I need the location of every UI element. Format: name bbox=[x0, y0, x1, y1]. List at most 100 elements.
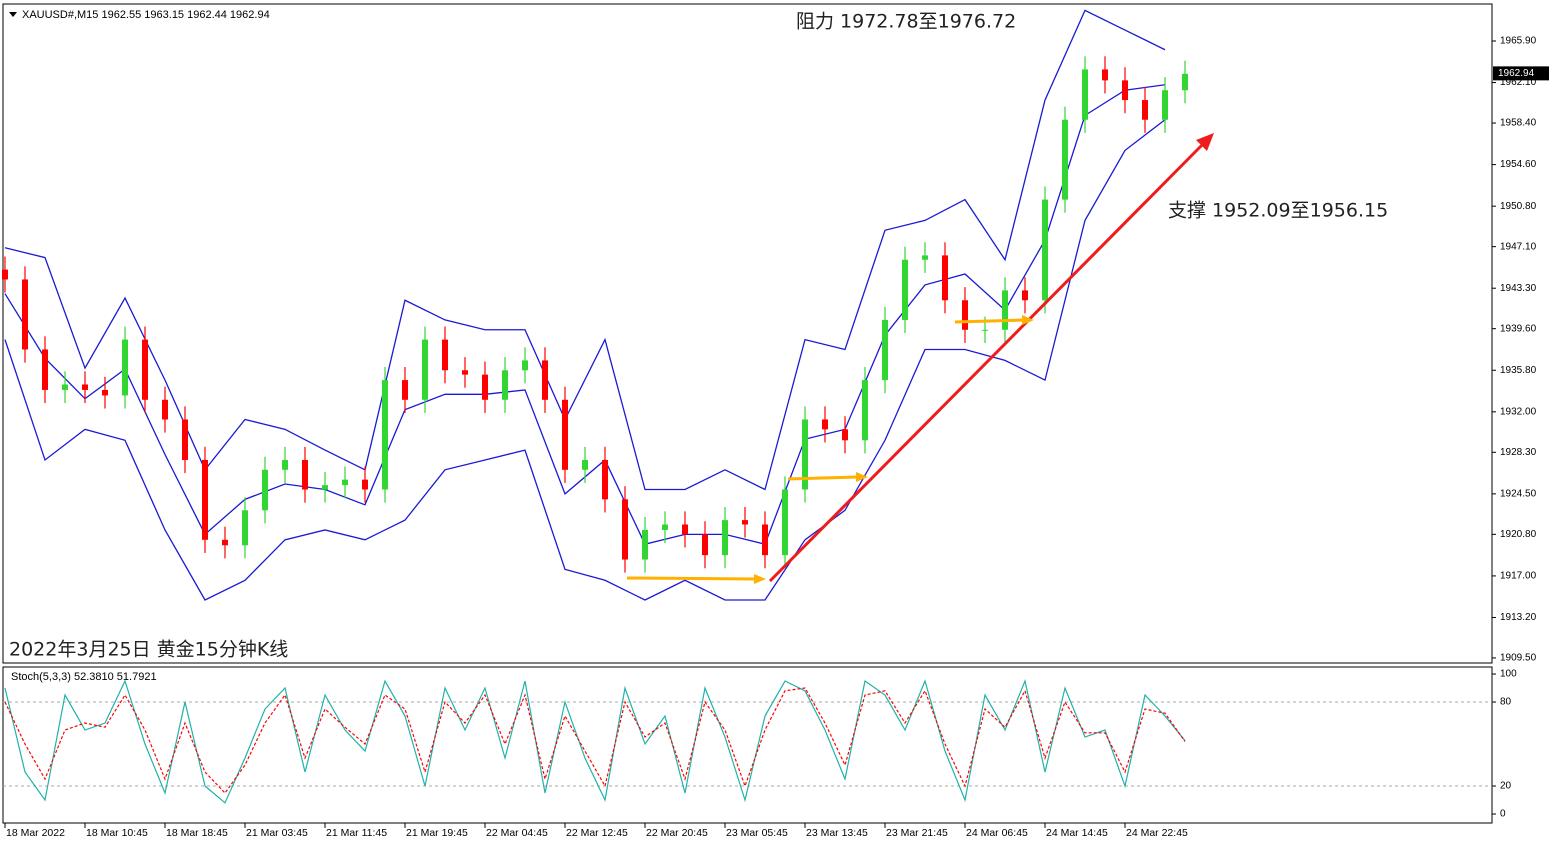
candle-body bbox=[1082, 69, 1088, 120]
candle-body bbox=[962, 300, 968, 330]
candle-body bbox=[342, 479, 348, 486]
candle-body bbox=[842, 429, 848, 441]
level-arrow bbox=[626, 576, 757, 581]
candle-body bbox=[382, 380, 388, 490]
candle-body bbox=[1142, 100, 1148, 120]
stoch-frame bbox=[2, 666, 1493, 824]
x-tick-label: 23 Mar 05:45 bbox=[726, 827, 788, 839]
candle-body bbox=[762, 524, 768, 556]
candle-body bbox=[982, 329, 988, 331]
y-tick-label: 100 bbox=[1500, 669, 1517, 680]
y-tick-label: 1954.60 bbox=[1500, 159, 1537, 170]
candle-body bbox=[1002, 290, 1008, 330]
candle-body bbox=[1182, 73, 1188, 91]
y-tick-label: 1965.90 bbox=[1500, 36, 1537, 47]
candle-body bbox=[782, 489, 788, 556]
candle-body bbox=[1022, 290, 1028, 301]
symbol-header: XAUUSD#,M15 1962.55 1963.15 1962.44 1962… bbox=[22, 9, 270, 21]
candle-body bbox=[262, 469, 268, 511]
x-tick-label: 22 Mar 12:45 bbox=[566, 827, 628, 839]
y-tick-label: 1950.80 bbox=[1500, 201, 1537, 212]
candle-body bbox=[122, 339, 128, 396]
last-price-label: 1962.94 bbox=[1498, 68, 1535, 79]
stoch-line bbox=[4, 679, 1186, 804]
y-tick-label: 1932.00 bbox=[1500, 406, 1537, 417]
main-frame bbox=[2, 3, 1493, 664]
x-tick-label: 24 Mar 14:45 bbox=[1046, 827, 1108, 839]
candle-body bbox=[702, 534, 708, 556]
x-tick-label: 22 Mar 04:45 bbox=[486, 827, 548, 839]
x-tick-label: 24 Mar 22:45 bbox=[1126, 827, 1188, 839]
candle-body bbox=[2, 269, 8, 280]
candle-body bbox=[1122, 80, 1128, 101]
trend-arrow-head bbox=[1196, 133, 1214, 151]
candle-body bbox=[422, 339, 428, 400]
x-tick-label: 21 Mar 11:45 bbox=[326, 827, 387, 839]
candle-body bbox=[462, 370, 468, 375]
candle-body bbox=[902, 259, 908, 320]
y-tick-label: 20 bbox=[1500, 781, 1512, 792]
band-line bbox=[4, 119, 1166, 601]
level-arrow bbox=[954, 318, 1025, 324]
resistance-note: 阻力 1972.78至1976.72 bbox=[796, 11, 1016, 33]
candle-body bbox=[582, 459, 588, 470]
candle-body bbox=[662, 524, 668, 530]
support-note: 支撑 1952.09至1956.15 bbox=[1168, 200, 1388, 222]
candle-body bbox=[622, 499, 628, 560]
candle-body bbox=[222, 539, 228, 546]
candle-body bbox=[1162, 90, 1168, 120]
candle-body bbox=[402, 380, 408, 400]
candle-body bbox=[682, 524, 688, 535]
candle-body bbox=[362, 479, 368, 490]
x-tick-label: 21 Mar 03:45 bbox=[246, 827, 308, 839]
last-price-box bbox=[1493, 66, 1549, 81]
y-tick-label: 0 bbox=[1500, 809, 1506, 820]
candle-body bbox=[822, 419, 828, 430]
y-tick-label: 1962.10 bbox=[1500, 77, 1537, 88]
arrows bbox=[626, 133, 1214, 584]
candle-body bbox=[162, 399, 168, 420]
trend-arrow bbox=[768, 140, 1207, 583]
candle-body bbox=[502, 370, 508, 400]
candle-body bbox=[802, 419, 808, 490]
x-tick-label: 21 Mar 19:45 bbox=[406, 827, 468, 839]
y-tick-label: 1917.00 bbox=[1500, 571, 1537, 582]
y-tick-label: 1928.30 bbox=[1500, 447, 1537, 458]
candle-body bbox=[82, 384, 88, 390]
menu-triangle bbox=[9, 12, 17, 17]
candle-body bbox=[562, 399, 568, 470]
candle-body bbox=[182, 419, 188, 460]
x-tick-label: 23 Mar 21:45 bbox=[886, 827, 948, 839]
y-tick-label: 1935.80 bbox=[1500, 365, 1537, 376]
marks: 1909.50 1913.20 1917.00 1920.80 1924.50 1928.… bbox=[2, 9, 1549, 839]
y-tick-label: 1943.30 bbox=[1500, 283, 1537, 294]
band-line bbox=[4, 9, 1166, 491]
y-tick-label: 80 bbox=[1500, 697, 1512, 708]
candle-body bbox=[922, 255, 928, 260]
candle-body bbox=[602, 459, 608, 500]
candle-body bbox=[942, 255, 948, 301]
level-arrow-head bbox=[754, 574, 766, 584]
x-tick-label: 24 Mar 06:45 bbox=[966, 827, 1028, 839]
candle-body bbox=[862, 380, 868, 441]
x-tick-label: 22 Mar 20:45 bbox=[646, 827, 708, 839]
candle-body bbox=[542, 360, 548, 400]
y-tick-label: 1913.20 bbox=[1500, 612, 1537, 623]
y-tick-label: 1958.40 bbox=[1500, 118, 1537, 129]
y-tick-label: 1939.60 bbox=[1500, 323, 1537, 334]
level-arrow-head bbox=[1022, 315, 1034, 325]
candle-body bbox=[442, 339, 448, 371]
candle-body bbox=[22, 279, 28, 350]
candle-body bbox=[42, 349, 48, 390]
level-arrow-head bbox=[856, 472, 868, 482]
candle-body bbox=[722, 520, 728, 556]
candle-body bbox=[1042, 199, 1048, 301]
chart-caption: 2022年3月25日 黄金15分钟K线 bbox=[9, 639, 288, 661]
candle-body bbox=[522, 360, 528, 371]
y-tick-label: 1909.50 bbox=[1500, 653, 1537, 664]
stoch-line bbox=[4, 687, 1186, 794]
x-tick-label: 18 Mar 10:45 bbox=[86, 827, 148, 839]
candle-body bbox=[282, 459, 288, 470]
